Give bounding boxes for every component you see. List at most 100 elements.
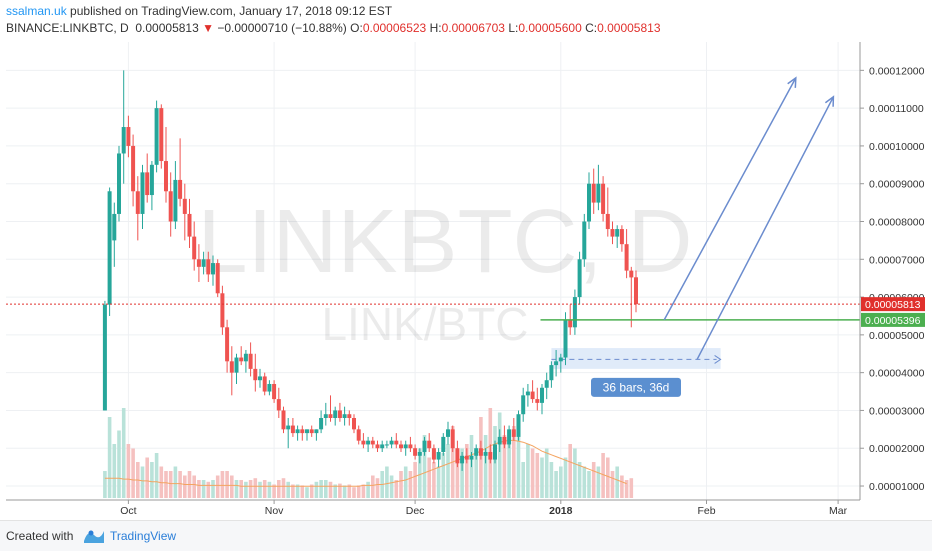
volume-bar	[408, 471, 413, 498]
candle-body	[352, 417, 356, 430]
volume-bar	[573, 448, 577, 498]
volume-bar	[554, 471, 558, 498]
x-tick-label: Dec	[406, 505, 425, 517]
tradingview-brand[interactable]: TradingView	[110, 529, 177, 543]
candle-body	[380, 444, 385, 449]
volume-bar	[183, 475, 187, 498]
candle-body	[309, 429, 314, 434]
symbol-label: BINANCE:LINKBTC, D	[6, 21, 129, 35]
volume-bar	[446, 444, 450, 498]
volume-bar	[253, 478, 258, 498]
open-label: O:	[350, 21, 363, 35]
volume-bar	[107, 417, 112, 498]
candle-body	[258, 376, 262, 381]
candle-body	[145, 172, 150, 196]
candle-body	[286, 425, 291, 430]
volume-bar	[178, 471, 182, 498]
candle-body	[375, 444, 380, 449]
volume-bar	[164, 471, 168, 498]
candle-body	[206, 259, 211, 275]
candle-body	[441, 436, 446, 453]
candle-body	[596, 183, 601, 203]
candle-body	[464, 455, 469, 460]
y-tick-label: 0.00008000	[869, 216, 925, 228]
range-arrowhead-icon	[714, 355, 722, 364]
candle-body	[102, 304, 107, 411]
price-chart[interactable]: LINKBTC, D LINK/BTC 0.00012000 0.00011000…	[0, 0, 932, 520]
y-tick-label: 0.00009000	[869, 179, 925, 191]
volume-bar	[413, 462, 417, 498]
volume-bar	[530, 448, 535, 498]
candle-body	[502, 436, 507, 445]
volume-bar	[173, 466, 178, 498]
volume-bar	[497, 412, 502, 498]
candle-body	[290, 425, 295, 434]
x-tick-label: Oct	[120, 505, 136, 517]
candle-body	[168, 191, 173, 222]
candle-body	[507, 429, 512, 445]
candle-body	[361, 440, 366, 445]
candle-body	[319, 417, 324, 430]
volume-bar	[356, 485, 361, 498]
candle-body	[488, 452, 493, 460]
volume-bar	[394, 480, 399, 498]
volume-bar	[277, 480, 281, 498]
trend-arrow	[696, 96, 835, 360]
x-tick-label: Nov	[265, 505, 284, 517]
volume-bar	[131, 448, 135, 498]
volume-bar	[620, 475, 624, 498]
candle-body	[408, 444, 413, 449]
volume-bar	[502, 435, 507, 498]
candle-body	[446, 429, 450, 437]
volume-bar	[201, 480, 206, 498]
volume-bar	[371, 475, 375, 498]
volume-bar	[563, 457, 568, 498]
volume-bar	[399, 471, 403, 498]
volume-bar	[549, 462, 554, 498]
volume-bar	[432, 462, 436, 498]
volume-bar	[516, 435, 521, 498]
candle-body	[634, 277, 638, 305]
price-tags: 0.00005813 0.00005396	[861, 297, 925, 327]
volume-bar	[441, 453, 446, 498]
volume-bar	[577, 462, 582, 498]
volume-bar	[559, 466, 563, 498]
open-value: 0.00006523	[362, 21, 427, 35]
volume-bar	[121, 408, 126, 498]
volume-bar	[225, 471, 229, 498]
volume-bar	[248, 480, 253, 498]
volume-bar	[606, 457, 610, 498]
candle-body	[530, 391, 535, 400]
trend-arrow	[663, 77, 797, 321]
volume-bar	[197, 480, 201, 498]
candle-body	[563, 319, 568, 358]
volume-bar	[422, 435, 427, 498]
candle-body	[253, 368, 258, 381]
candle-body	[413, 448, 418, 456]
volume-bar	[455, 457, 460, 498]
date-range-box[interactable]	[551, 348, 721, 369]
candle-body	[619, 229, 624, 245]
footer: Created with TradingView	[0, 520, 932, 551]
volume-bar	[324, 480, 328, 498]
candle-body	[112, 213, 117, 241]
candle-body	[173, 179, 178, 222]
candle-body	[399, 444, 403, 449]
price-axis: 0.00012000 0.00011000 0.00010000 0.00009000…	[860, 65, 925, 493]
volume-bar	[629, 478, 634, 498]
candle-body	[544, 380, 549, 388]
candle-body	[474, 448, 479, 456]
volume-bar	[610, 471, 615, 498]
volume-bar	[140, 466, 145, 498]
volume-bar	[319, 480, 323, 498]
volume-bar	[192, 475, 196, 498]
volume-bar	[596, 466, 601, 498]
volume-bar	[333, 484, 337, 498]
volume-bar	[427, 457, 431, 498]
author-link[interactable]: ssalman.uk	[6, 4, 67, 18]
volume-bar	[342, 485, 347, 498]
candle-body	[403, 444, 408, 449]
last-price-tag: 0.00005813	[865, 299, 921, 311]
y-tick-label: 0.00010000	[869, 141, 925, 153]
candle-body	[478, 448, 483, 456]
